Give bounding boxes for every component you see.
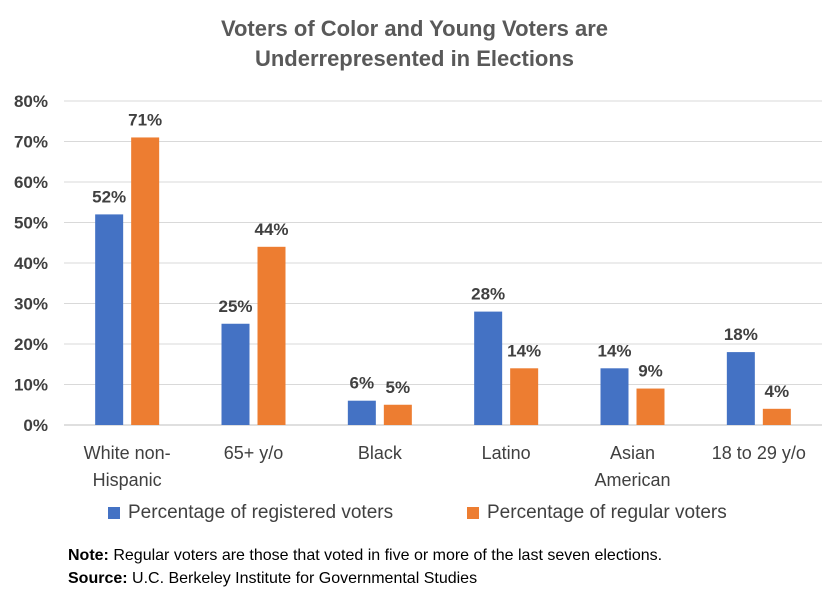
data-label-registered: 14% xyxy=(597,341,631,360)
bar-regular xyxy=(257,246,286,425)
x-category-label: 18 to 29 y/o xyxy=(712,443,806,463)
chart-title-line2: Underrepresented in Elections xyxy=(254,46,575,71)
legend-swatch-registered xyxy=(108,507,120,519)
data-label-regular: 5% xyxy=(386,378,411,397)
bar-chart: 0% 10% 20% 30% 40% 50% 60% 70% 80% 52% 71% White no… xyxy=(14,92,822,490)
y-tick-label: 0% xyxy=(23,416,48,435)
note-label: Note: xyxy=(68,547,109,564)
x-category-label: Hispanic xyxy=(93,470,162,490)
bar-registered xyxy=(474,311,503,425)
source-line: Source: U.C. Berkeley Institute for Gove… xyxy=(68,567,662,590)
legend-label-registered: Percentage of registered voters xyxy=(128,502,394,523)
data-label-registered: 52% xyxy=(92,187,126,206)
bar-regular xyxy=(762,408,791,425)
chart-title: Voters of Color and Young Voters are Und… xyxy=(0,14,829,74)
data-label-registered: 28% xyxy=(471,285,505,304)
data-label-regular: 44% xyxy=(254,220,288,239)
bar-regular xyxy=(383,404,412,425)
x-category-label: American xyxy=(594,470,670,490)
bar-registered xyxy=(600,368,629,425)
y-tick-label: 30% xyxy=(14,295,48,314)
data-label-regular: 71% xyxy=(128,110,162,129)
legend-label-regular: Percentage of regular voters xyxy=(487,502,727,523)
bar-registered xyxy=(726,352,755,425)
y-tick-label: 10% xyxy=(14,376,48,395)
y-tick-label: 50% xyxy=(14,214,48,233)
y-tick-label: 80% xyxy=(14,92,48,111)
footnotes: Note: Regular voters are those that vote… xyxy=(68,544,662,590)
data-label-regular: 4% xyxy=(765,382,790,401)
note-text: Regular voters are those that voted in f… xyxy=(108,547,663,564)
chart-title-line1: Voters of Color and Young Voters are xyxy=(220,16,609,41)
source-text: U.C. Berkeley Institute for Governmental… xyxy=(127,570,478,587)
data-label-registered: 18% xyxy=(724,325,758,344)
legend: Percentage of registered voters Percenta… xyxy=(0,502,829,532)
data-label-regular: 14% xyxy=(507,341,541,360)
source-label: Source: xyxy=(68,570,128,587)
bar-registered xyxy=(221,323,250,425)
y-tick-label: 60% xyxy=(14,173,48,192)
bar-registered xyxy=(95,214,124,425)
x-category-label: Asian xyxy=(610,443,655,463)
bar-registered xyxy=(347,400,376,425)
x-category-label: Black xyxy=(358,443,403,463)
data-label-registered: 6% xyxy=(350,374,375,393)
y-tick-label: 40% xyxy=(14,254,48,273)
bar-regular xyxy=(636,388,665,425)
x-category-label: White non- xyxy=(84,443,171,463)
data-label-registered: 25% xyxy=(218,297,252,316)
y-tick-label: 70% xyxy=(14,133,48,152)
legend-item-regular: Percentage of regular voters xyxy=(467,502,727,524)
y-tick-label: 20% xyxy=(14,335,48,354)
note-line: Note: Regular voters are those that vote… xyxy=(68,544,662,567)
bar-regular xyxy=(510,368,539,425)
legend-item-registered: Percentage of registered voters xyxy=(108,502,393,524)
x-category-label: 65+ y/o xyxy=(224,443,284,463)
bar-regular xyxy=(131,137,160,425)
x-category-label: Latino xyxy=(482,443,531,463)
legend-swatch-regular xyxy=(467,507,479,519)
data-label-regular: 9% xyxy=(638,362,663,381)
